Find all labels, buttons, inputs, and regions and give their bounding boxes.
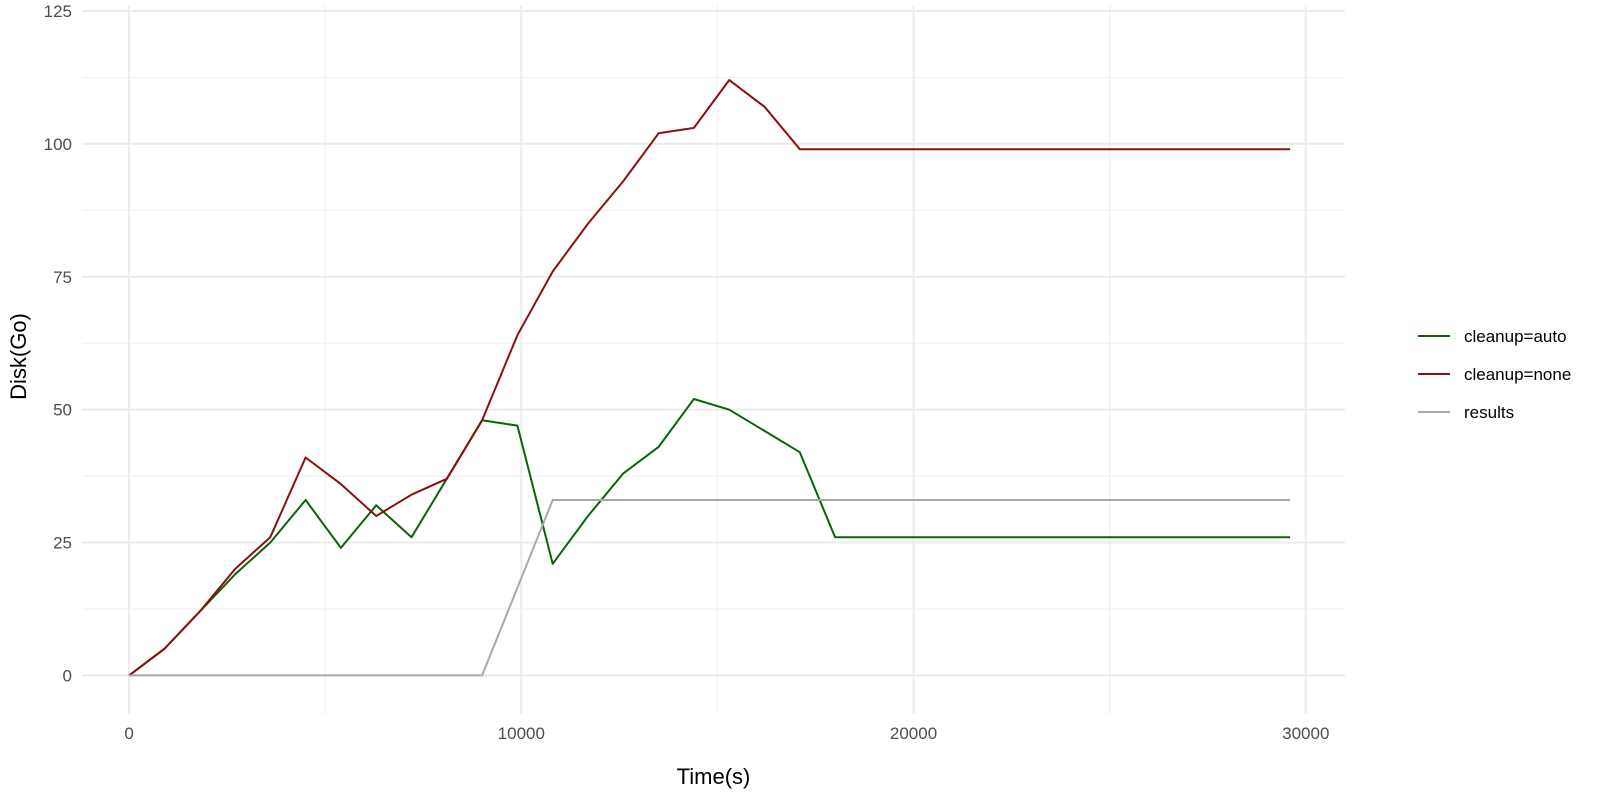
series-line-results: [129, 499, 1291, 677]
series-layer: [128, 79, 1291, 677]
y-tick-label: 125: [44, 2, 72, 21]
legend-label-results: results: [1464, 403, 1514, 422]
legend-label-cleanup-none: cleanup=none: [1464, 365, 1571, 384]
x-tick-label: 0: [124, 724, 133, 743]
y-tick-label: 100: [44, 135, 72, 154]
x-tick-label: 10000: [498, 724, 545, 743]
legend-label-cleanup-auto: cleanup=auto: [1464, 327, 1567, 346]
y-tick-label: 25: [53, 534, 72, 553]
x-tick-label: 20000: [890, 724, 937, 743]
y-tick-label: 50: [53, 401, 72, 420]
x-axis-title: Time(s): [677, 764, 751, 789]
series-line-cleanup-none: [128, 79, 1291, 677]
y-axis-title: Disk(Go): [6, 313, 31, 400]
grid-layer: [82, 5, 1345, 714]
series-line-cleanup-auto: [128, 398, 1291, 677]
legend: cleanup=auto cleanup=none results: [1418, 327, 1571, 422]
y-tick-label: 75: [53, 268, 72, 287]
x-tick-label: 30000: [1282, 724, 1329, 743]
axis-layer: 0 10000 20000 30000 0 25 50 75 100 125: [44, 2, 1330, 743]
y-tick-label: 0: [63, 666, 72, 685]
